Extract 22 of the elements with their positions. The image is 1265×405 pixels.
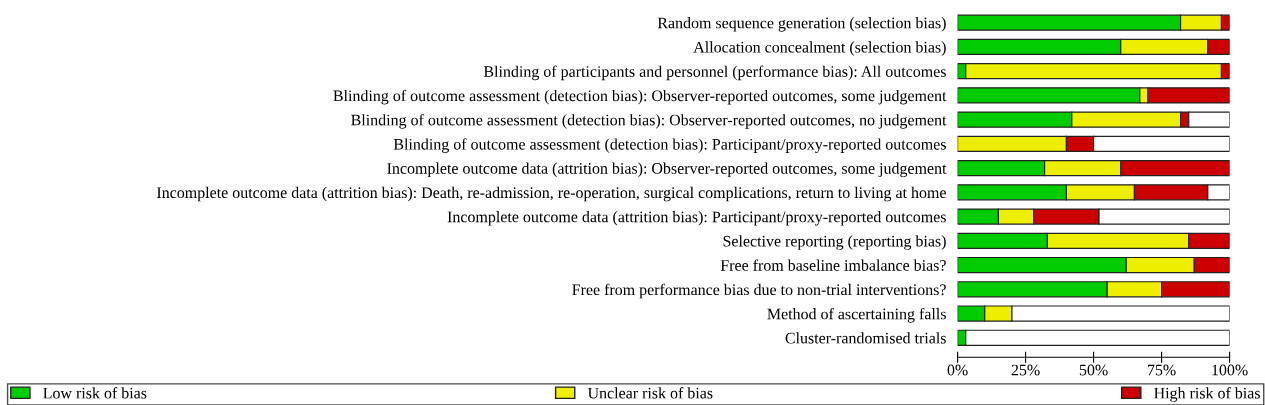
x-tick-label: 75% — [1148, 364, 1176, 376]
legend-label: Unclear risk of bias — [587, 387, 713, 399]
y-tick-label: Method of ascertaining falls — [767, 307, 946, 323]
y-tick-label: Blinding of outcome assessment (detection bias): Participant/proxy-reported outcomes — [393, 138, 946, 153]
x-tick-label: 50% — [1079, 364, 1108, 376]
y-tick-label: Cluster-randomised trials — [785, 332, 946, 344]
x-tick-label: 100% — [1212, 364, 1248, 376]
y-tick-label: Free from baseline imbalance bias? — [720, 259, 946, 271]
y-tick-label: Allocation concealment (selection bias) — [693, 41, 946, 56]
y-tick-label: Random sequence generation (selection bias) — [657, 17, 946, 32]
legend-label: Low risk of bias — [43, 387, 147, 399]
y-tick-label: Blinding of outcome assessment (detection bias): Observer-reported outcomes, no judgement — [351, 114, 947, 129]
y-tick-label: Incomplete outcome data (attrition bias): Observer-reported outcomes, some judgement — [387, 162, 947, 178]
y-tick-label: Incomplete outcome data (attrition bias): Participant/proxy-reported outcomes — [447, 211, 946, 226]
y-tick-label: Free from performance bias due to non-trial interventions? — [572, 283, 946, 299]
y-tick-label: Blinding of participants and personnel (performance bias): All outcomes — [483, 65, 946, 81]
y-tick-label: Blinding of outcome assessment (detection bias): Observer-reported outcomes, some judgement — [333, 89, 947, 105]
x-tick-label: 0% — [947, 364, 968, 376]
x-tick-label: 25% — [1011, 364, 1040, 376]
legend-label: High risk of bias — [1154, 387, 1260, 402]
y-tick-label: Selective reporting (reporting bias) — [723, 235, 946, 250]
y-tick-label: Incomplete outcome data (attrition bias): Death, re-admission, re-operation, surgical complications, return to living at home — [156, 186, 946, 202]
